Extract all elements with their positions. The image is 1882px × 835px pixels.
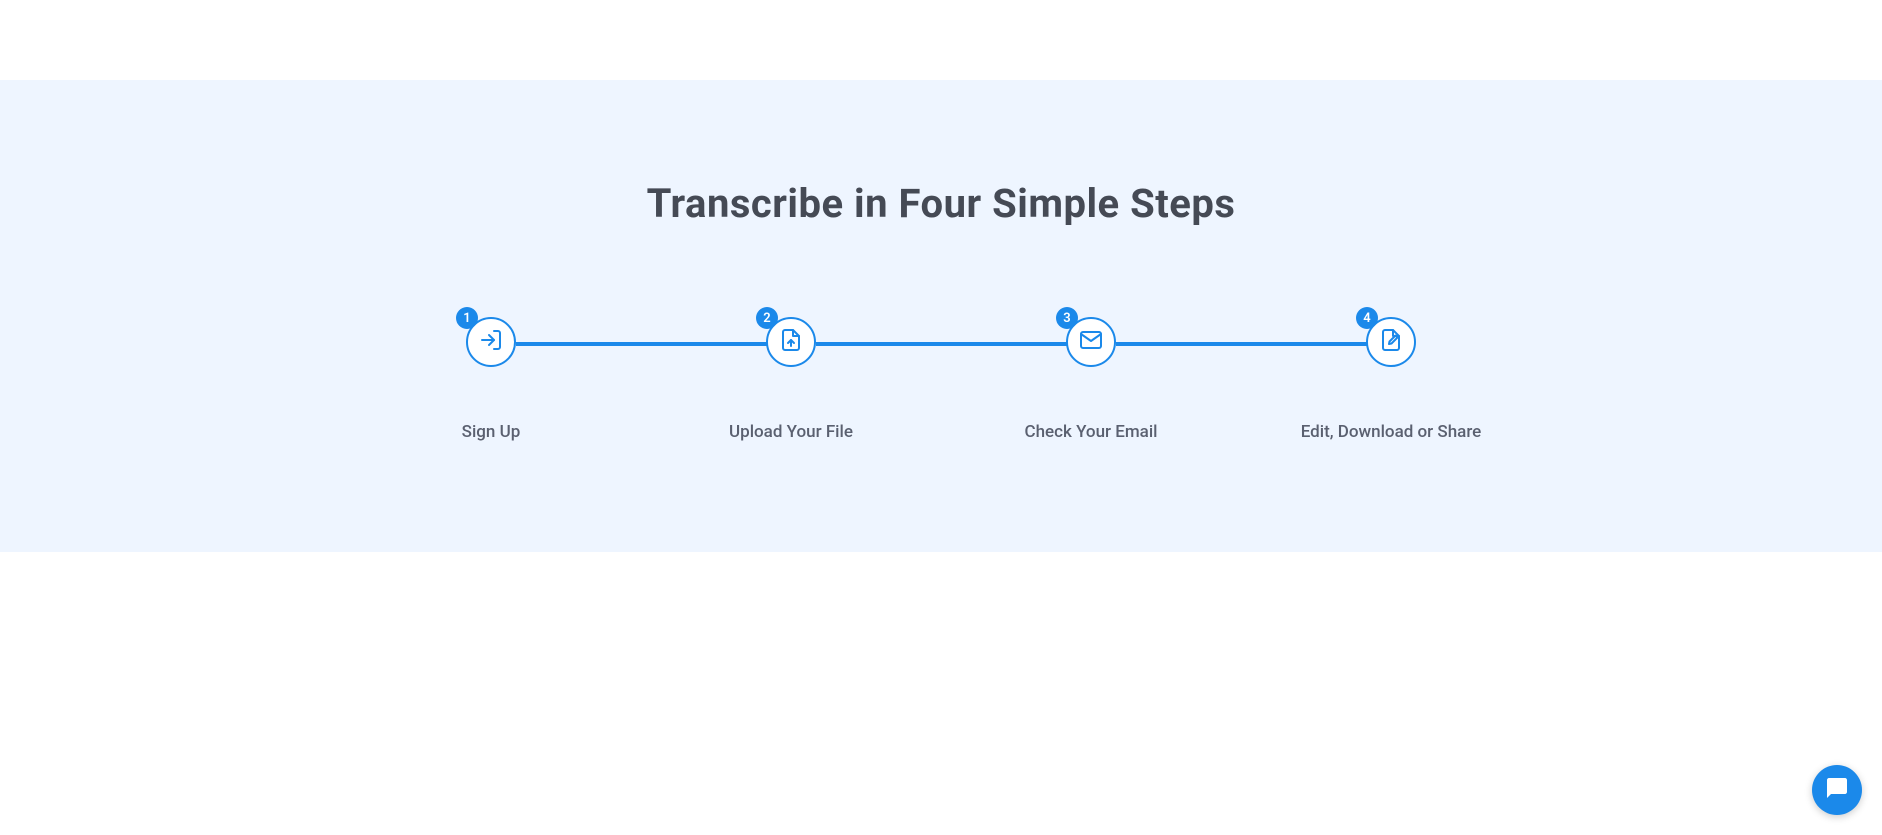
step-icon-wrapper-1: 1 — [466, 317, 516, 367]
steps-container: 1 Sign Up 2 — [341, 317, 1541, 442]
file-edit-icon — [1379, 328, 1403, 356]
step-number-badge-4: 4 — [1356, 307, 1378, 329]
step-label-4: Edit, Download or Share — [1301, 422, 1482, 442]
email-icon — [1079, 328, 1103, 356]
chat-button[interactable] — [1812, 765, 1862, 815]
connector-line-1 — [516, 342, 769, 346]
step-number-badge-1: 1 — [456, 307, 478, 329]
step-3: 3 Check Your Email — [941, 317, 1241, 442]
step-number-badge-2: 2 — [756, 307, 778, 329]
step-icon-wrapper-4: 4 — [1366, 317, 1416, 367]
step-label-2: Upload Your File — [729, 422, 853, 442]
step-icon-wrapper-3: 3 — [1066, 317, 1116, 367]
step-label-3: Check Your Email — [1024, 422, 1157, 442]
step-2: 2 Upload Your File — [641, 317, 941, 442]
step-number-badge-3: 3 — [1056, 307, 1078, 329]
connector-line-3 — [1116, 342, 1369, 346]
step-label-1: Sign Up — [462, 422, 521, 442]
connector-line-2 — [816, 342, 1069, 346]
signin-icon — [479, 328, 503, 356]
file-upload-icon — [779, 328, 803, 356]
step-icon-wrapper-2: 2 — [766, 317, 816, 367]
step-1: 1 Sign Up — [341, 317, 641, 442]
chat-icon — [1825, 776, 1849, 804]
section-title: Transcribe in Four Simple Steps — [0, 180, 1882, 227]
steps-section: Transcribe in Four Simple Steps 1 — [0, 80, 1882, 552]
step-4: 4 Edit, Download or Share — [1241, 317, 1541, 442]
